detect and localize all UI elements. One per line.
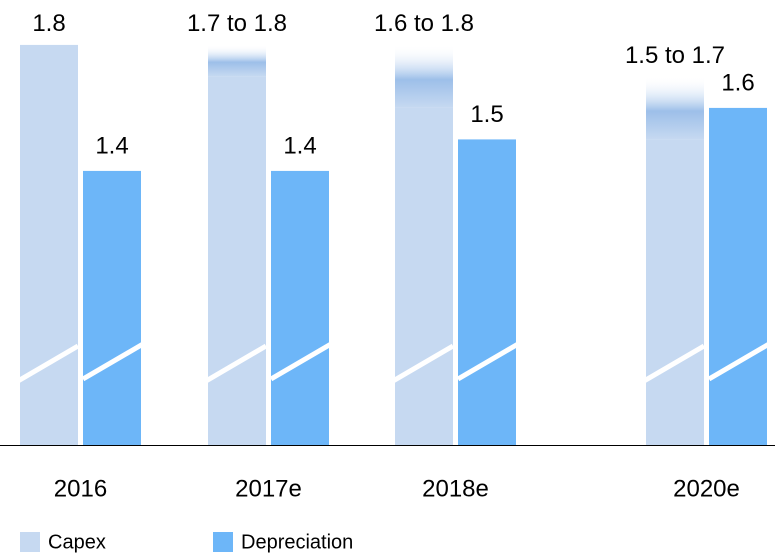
x-tick-label: 2020e: [673, 475, 740, 502]
x-tick-label: 2017e: [235, 475, 302, 502]
capex-label: 1.5 to 1.7: [625, 42, 725, 69]
depreciation-label: 1.4: [283, 132, 316, 159]
legend-swatch: [213, 532, 233, 552]
depreciation-label: 1.6: [721, 69, 754, 96]
axis-break: [16, 341, 145, 384]
depreciation-label: 1.5: [470, 101, 503, 128]
x-tick-label: 2016: [54, 475, 107, 502]
depreciation-label: 1.4: [95, 132, 128, 159]
capex-bar: [395, 107, 453, 445]
capex-label: 1.8: [32, 10, 65, 37]
legend-swatch: [20, 532, 40, 552]
capex-label: 1.7 to 1.8: [187, 10, 287, 37]
depreciation-bar: [458, 139, 516, 445]
capex-bar: [646, 139, 704, 445]
depreciation-bar: [83, 170, 141, 445]
legend-label: Capex: [48, 531, 106, 553]
depreciation-bar: [271, 170, 329, 445]
capex-range: [208, 44, 266, 77]
capex-range: [646, 76, 704, 140]
capex-label: 1.6 to 1.8: [374, 10, 474, 37]
capex-range: [395, 44, 453, 108]
axis-break: [642, 341, 771, 384]
legend-label: Depreciation: [241, 531, 353, 553]
capex-bar: [208, 76, 266, 446]
capex-bar: [20, 44, 78, 445]
depreciation-bar: [709, 107, 767, 445]
axis-break: [204, 341, 333, 384]
x-tick-label: 2018e: [422, 475, 489, 502]
axis-break: [391, 341, 520, 384]
